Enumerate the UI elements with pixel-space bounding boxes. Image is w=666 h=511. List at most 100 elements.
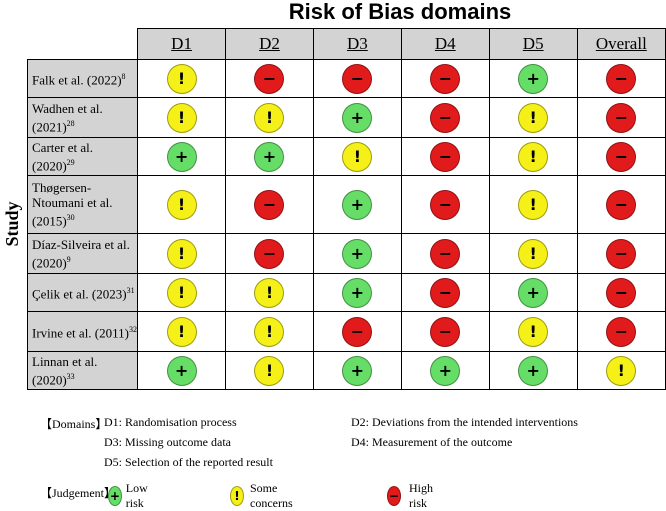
some-concerns-icon: ! — [518, 141, 549, 172]
judgement-cell-d2: − — [225, 175, 314, 234]
some-concerns-icon: ! — [230, 486, 244, 506]
study-reference: 33 — [66, 371, 75, 381]
judgement-cell-d1: ! — [137, 233, 227, 274]
some-concerns-icon: ! — [518, 189, 549, 220]
study-reference: 32 — [128, 325, 137, 335]
high-risk-icon: − — [430, 63, 461, 94]
low-risk-icon: + — [430, 355, 461, 386]
some-concerns-icon: ! — [254, 316, 285, 347]
judgement-cell-d2: ! — [225, 273, 314, 312]
high-risk-icon: − — [430, 102, 461, 133]
corner-cell — [27, 28, 139, 60]
study-name: Díaz-Silveira et al. (2020) — [32, 236, 130, 271]
judgement-cell-d4: − — [400, 273, 490, 312]
study-row: Díaz-Silveira et al. (2020)9! − + −! − — [26, 233, 666, 274]
low-risk-icon: + — [166, 141, 197, 172]
judgement-cell-overall: − — [576, 59, 666, 98]
judgement-cell-d1: + — [137, 137, 227, 176]
judgement-cell-d5: ! — [488, 233, 578, 274]
study-reference: 28 — [66, 118, 75, 128]
judgement-cell-d1: ! — [137, 97, 227, 138]
judgement-cell-d3: − — [312, 59, 402, 98]
judgement-cell-d1: ! — [137, 311, 227, 352]
some-concerns-icon: ! — [166, 63, 197, 94]
some-concerns-icon: ! — [254, 277, 285, 308]
some-concerns-icon: ! — [518, 316, 549, 347]
study-name-cell: Irvine et al. (2011)32 — [26, 311, 139, 352]
high-risk-icon: − — [342, 63, 373, 94]
low-risk-icon: + — [342, 189, 373, 220]
study-reference: 30 — [66, 213, 75, 223]
judgement-cell-d5: + — [488, 59, 578, 98]
title-text: Risk of Bias domains — [288, 0, 512, 24]
judgement-cell-d3: + — [312, 175, 402, 234]
study-row: Falk et al. (2022)8! − − − + − — [26, 59, 666, 98]
study-name: Carter et al. (2020) — [32, 139, 93, 174]
judgement-cell-d5: + — [488, 273, 578, 312]
judgement-cell-d4: − — [400, 311, 490, 352]
judgement-cell-d3: − — [312, 311, 402, 352]
high-risk-icon: − — [606, 102, 637, 133]
some-concerns-icon: ! — [166, 102, 197, 133]
high-risk-icon: − — [387, 486, 401, 506]
low-risk-icon: + — [518, 355, 549, 386]
judgement-cell-d5: + — [488, 351, 578, 390]
header-overall-label: Overall — [595, 34, 647, 53]
judgement-legend-label: 【Judgement】 — [40, 486, 116, 500]
low-risk-icon: + — [518, 277, 549, 308]
judgement-cell-d1: + — [137, 351, 227, 390]
study-name-cell: Wadhen et al. (2021)28 — [26, 97, 139, 138]
judgement-cell-d1: ! — [137, 273, 227, 312]
judgement-cell-d3: + — [312, 273, 402, 312]
judgement-cell-d2: − — [225, 233, 314, 274]
some-concerns-icon: ! — [166, 277, 197, 308]
header-overall: Overall — [576, 28, 666, 60]
judgement-cell-d2: + — [225, 137, 314, 176]
judgement-cell-d5: ! — [488, 175, 578, 234]
judgement-cell-d2: ! — [225, 97, 314, 138]
study-row: Çelik et al. (2023)31!! + − + − — [26, 273, 666, 312]
low-risk-icon: + — [254, 141, 285, 172]
judgement-cell-overall: − — [576, 137, 666, 176]
judgement-cell-d3: + — [312, 351, 402, 390]
low-risk-icon: + — [342, 277, 373, 308]
header-d4-label: D4 — [434, 34, 456, 53]
study-row: Irvine et al. (2011)32!! − −! − — [26, 311, 666, 352]
domains-legend-label: 【Domains】 — [40, 417, 108, 431]
header-d2-label: D2 — [259, 34, 280, 53]
high-risk-icon: − — [254, 238, 285, 269]
header-d5: D5 — [488, 28, 578, 60]
high-risk-icon: − — [430, 141, 461, 172]
high-risk-icon: − — [254, 189, 285, 220]
some-concerns-icon: ! — [518, 102, 549, 133]
judgement-cell-d3: ! — [312, 137, 402, 176]
low-risk-icon: + — [108, 486, 122, 506]
judgement-cell-d4: − — [400, 233, 490, 274]
judgement-cell-overall: − — [576, 175, 666, 234]
judgement-cell-overall: − — [576, 97, 666, 138]
study-row: Carter et al. (2020)29 + +! −! − — [26, 137, 666, 176]
high-risk-icon: − — [606, 277, 637, 308]
judgement-cell-d5: ! — [488, 97, 578, 138]
header-d2: D2 — [225, 28, 314, 60]
y-axis-label: Study — [2, 201, 22, 247]
high-risk-icon: − — [342, 316, 373, 347]
high-risk-icon: − — [430, 189, 461, 220]
study-name-cell: Falk et al. (2022)8 — [26, 59, 139, 98]
some-concerns-icon: ! — [254, 102, 285, 133]
high-risk-icon: − — [430, 238, 461, 269]
judgement-cell-d4: − — [400, 59, 490, 98]
header-d4: D4 — [400, 28, 490, 60]
header-d1-label: D1 — [171, 34, 192, 53]
low-risk-icon: + — [166, 355, 197, 386]
high-risk-icon: − — [430, 316, 461, 347]
risk-of-bias-table: D1 D2 D3 D4 D5 Overall Falk et al. (2022… — [26, 28, 666, 390]
judgement-cell-d4: − — [400, 97, 490, 138]
judgement-cell-d4: − — [400, 175, 490, 234]
domain-header-row: D1 D2 D3 D4 D5 Overall — [27, 28, 666, 60]
some-concerns-icon: ! — [166, 316, 197, 347]
figure-title: Risk of Bias domains — [0, 0, 666, 25]
study-row: Wadhen et al. (2021)28!! + −! − — [26, 97, 666, 138]
domain-def-d5: D5: Selection of the reported result — [104, 455, 273, 469]
some-concerns-icon: ! — [606, 355, 637, 386]
